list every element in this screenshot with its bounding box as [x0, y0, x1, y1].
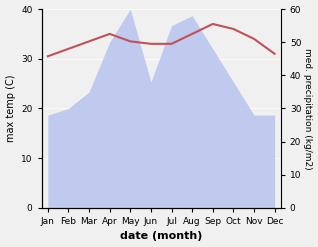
Y-axis label: med. precipitation (kg/m2): med. precipitation (kg/m2) — [303, 48, 313, 169]
X-axis label: date (month): date (month) — [120, 231, 203, 242]
Y-axis label: max temp (C): max temp (C) — [5, 75, 16, 142]
